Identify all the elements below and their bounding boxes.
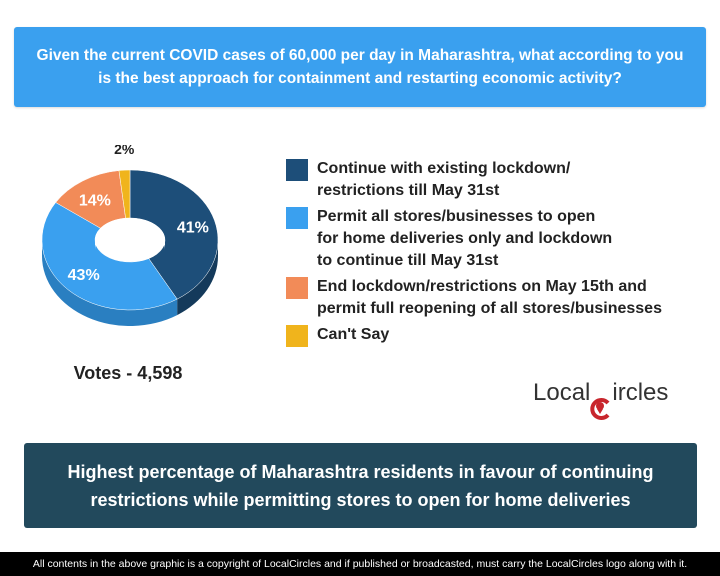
slice-label-0: 41%: [177, 220, 209, 237]
slice-1: [41, 202, 178, 311]
logo-text: Local ircles: [533, 379, 669, 420]
legend-swatch: [286, 207, 308, 229]
logo-text-part1: Local: [533, 379, 591, 406]
legend-item: Permit all stores/businesses to open for…: [286, 206, 716, 272]
legend-swatch: [286, 325, 308, 347]
copyright-footer: All contents in the above graphic is a c…: [0, 552, 720, 576]
slice-label-3: 2%: [114, 145, 135, 157]
legend-label: End lockdown/restrictions on May 15th an…: [317, 278, 662, 317]
chart-legend: Continue with existing lockdown/ restric…: [286, 158, 716, 351]
question-text: Given the current COVID cases of 60,000 …: [36, 47, 684, 87]
legend-swatch: [286, 159, 308, 181]
legend-label: Permit all stores/businesses to open for…: [317, 208, 613, 269]
legend-swatch: [286, 277, 308, 299]
votes-count: Votes - 4,598: [73, 363, 183, 383]
legend-label: Can't Say: [317, 326, 390, 343]
slice-side-0: [177, 240, 218, 316]
legend-item: Continue with existing lockdown/ restric…: [286, 158, 716, 202]
logo-text-part2: ircles: [612, 379, 669, 406]
map-pin-icon: [590, 398, 610, 420]
donut-hole: [95, 218, 165, 250]
localcircles-logo: Local ircles: [533, 375, 693, 420]
conclusion-text: Highest percentage of Maharashtra reside…: [67, 461, 654, 510]
donut-chart: 41% 43% 14% 2%: [41, 145, 219, 326]
question-banner: Given the current COVID cases of 60,000 …: [14, 27, 706, 107]
slice-label-1: 43%: [68, 267, 100, 284]
slice-label-2: 14%: [79, 192, 111, 209]
legend-item: Can't Say: [286, 324, 716, 347]
conclusion-banner: Highest percentage of Maharashtra reside…: [24, 443, 697, 528]
legend-label: Continue with existing lockdown/ restric…: [317, 160, 571, 199]
slice-side-1: [42, 240, 178, 326]
legend-item: End lockdown/restrictions on May 15th an…: [286, 276, 716, 320]
